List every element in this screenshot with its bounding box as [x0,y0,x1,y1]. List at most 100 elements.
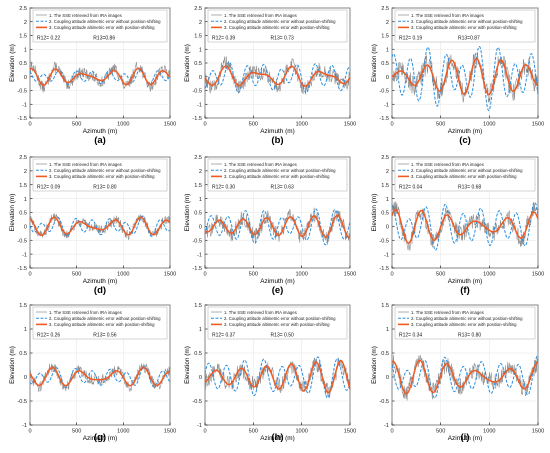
y-axis-label: Elevation (m) [9,194,16,232]
series-line-without-shift [391,46,539,112]
series-line-without-shift [29,215,171,237]
x-axis-label: Azimuth (m) [260,278,294,285]
legend-box [207,158,348,192]
x-tick-label: 1500 [344,122,356,128]
x-tick-label: 0 [390,429,393,435]
y-tick-label: 1.5 [381,183,389,189]
y-tick-label: -0.5 [17,89,27,95]
x-tick-label: 500 [436,429,445,435]
y-tick-label: 1 [386,47,389,53]
legend-entry-sse: 1. The SSE retrieved from IRA images [224,162,297,167]
x-tick-label: 1500 [532,122,544,128]
series-line-with-shift [29,216,171,237]
x-tick-label: 1000 [117,429,129,435]
r13-annotation: R13= 0.73 [271,36,294,42]
legend-entry-without-shift: 2. Coupling attitude altimetric error wi… [411,168,523,173]
r13-annotation: R13= 0.80 [93,185,116,191]
series-line-without-shift [29,68,171,86]
y-tick-label: 0.5 [19,211,27,217]
y-tick-label: 0 [199,375,202,381]
x-tick-label: 1000 [483,122,495,128]
x-tick-label: 1000 [117,122,129,128]
x-axis-label: Azimuth (m) [448,278,482,285]
y-tick-label: -0.5 [192,399,202,405]
series-line-sse [29,61,171,93]
y-tick-label: -1 [197,252,202,258]
y-tick-label: 1 [24,327,27,333]
chart-panel-b: -1.5 -1 -0.5 0 0.5 1 1.5 2 2.5 0 500 1000 1500 Azimut… [184,6,356,146]
y-tick-label: 2 [24,169,27,175]
legend-entry-without-shift: 2. Coupling attitude altimetric error wi… [49,19,161,24]
y-tick-label: 2 [386,20,389,26]
x-tick-label: 0 [28,429,31,435]
legend-entry-sse: 1. The SSE retrieved from IRA images [224,310,297,315]
y-tick-label: -1 [22,423,27,429]
legend-entry-with-shift: 3. Coupling attitude altimetric error wi… [224,174,330,179]
r13-annotation: R13=0.87 [458,36,480,42]
y-tick-label: 2.5 [381,6,389,12]
x-tick-label: 0 [390,272,393,278]
series-line-without-shift [204,356,351,399]
legend-box [32,9,168,43]
x-tick-label: 1000 [483,272,495,278]
y-axis-label: Elevation (m) [184,44,191,82]
y-tick-label: 0.5 [19,351,27,357]
r12-annotation: R12= 0.26 [37,333,60,339]
series-line-with-shift [391,359,538,395]
y-tick-label: 0.5 [19,61,27,67]
x-tick-label: 500 [72,122,81,128]
y-axis-label: Elevation (m) [371,194,378,232]
x-tick-label: 500 [72,429,81,435]
y-tick-label: -1.5 [379,266,389,272]
y-tick-label: 0 [24,75,27,81]
y-tick-label: 2 [199,20,202,26]
y-tick-label: 0.5 [194,351,202,357]
legend-entry-sse: 1. The SSE retrieved from IRA images [49,310,122,315]
series-line-sse [391,201,539,251]
chart-panel-a: -1.5 -1 -0.5 0 0.5 1 1.5 2 2.5 0 500 1000 1500 Azimut… [9,6,176,146]
x-tick-label: 1000 [483,429,495,435]
y-tick-label: -0.5 [379,238,389,244]
y-tick-label: 1 [199,47,202,53]
y-tick-label: -1.5 [192,266,202,272]
legend-entry-with-shift: 3. Coupling attitude altimetric error wi… [411,174,517,179]
legend-entry-sse: 1. The SSE retrieved from IRA images [411,310,484,315]
x-tick-label: 1500 [164,429,176,435]
y-axis-label: Elevation (m) [184,194,191,232]
y-tick-label: -1.5 [192,116,202,122]
legend-entry-without-shift: 2. Coupling attitude altimetric error wi… [49,316,161,321]
x-tick-label: 500 [436,122,445,128]
y-tick-label: -1 [22,102,27,108]
legend-entry-with-shift: 3. Coupling attitude altimetric error wi… [49,25,155,30]
series-line-without-shift [204,208,351,246]
legend-entry-without-shift: 2. Coupling attitude altimetric error wi… [224,316,336,321]
legend-entry-with-shift: 3. Coupling attitude altimetric error wi… [224,25,330,30]
legend-box [394,9,536,43]
legend-entry-sse: 1. The SSE retrieved from IRA images [411,162,484,167]
x-axis-label: Azimuth (m) [83,435,117,442]
legend-box [207,306,348,340]
legend-entry-without-shift: 2. Coupling attitude altimetric error wi… [411,19,523,24]
x-axis-label: Azimuth (m) [260,435,294,442]
y-tick-label: 0 [386,375,389,381]
panel-label: (b) [271,135,283,146]
legend-entry-sse: 1. The SSE retrieved from IRA images [224,13,297,18]
y-tick-label: -0.5 [192,89,202,95]
y-tick-label: -1 [384,423,389,429]
y-tick-label: -0.5 [379,89,389,95]
legend-entry-sse: 1. The SSE retrieved from IRA images [49,13,122,18]
chart-panel-f: -1.5 -1 -0.5 0 0.5 1 1.5 2 2.5 0 500 1000 1500 Azimut… [371,155,544,296]
x-tick-label: 500 [72,272,81,278]
x-tick-label: 500 [249,272,258,278]
y-tick-label: 2.5 [194,6,202,12]
y-tick-label: -1 [197,102,202,108]
r12-annotation: R12= 0.39 [212,36,235,42]
series-line-without-shift [391,355,539,399]
panel-label: (a) [94,135,106,146]
series-line-with-shift [391,209,539,244]
y-tick-label: 0 [386,225,389,231]
x-tick-label: 0 [203,272,206,278]
y-tick-label: 1.5 [194,303,202,309]
y-tick-label: -1 [197,423,202,429]
